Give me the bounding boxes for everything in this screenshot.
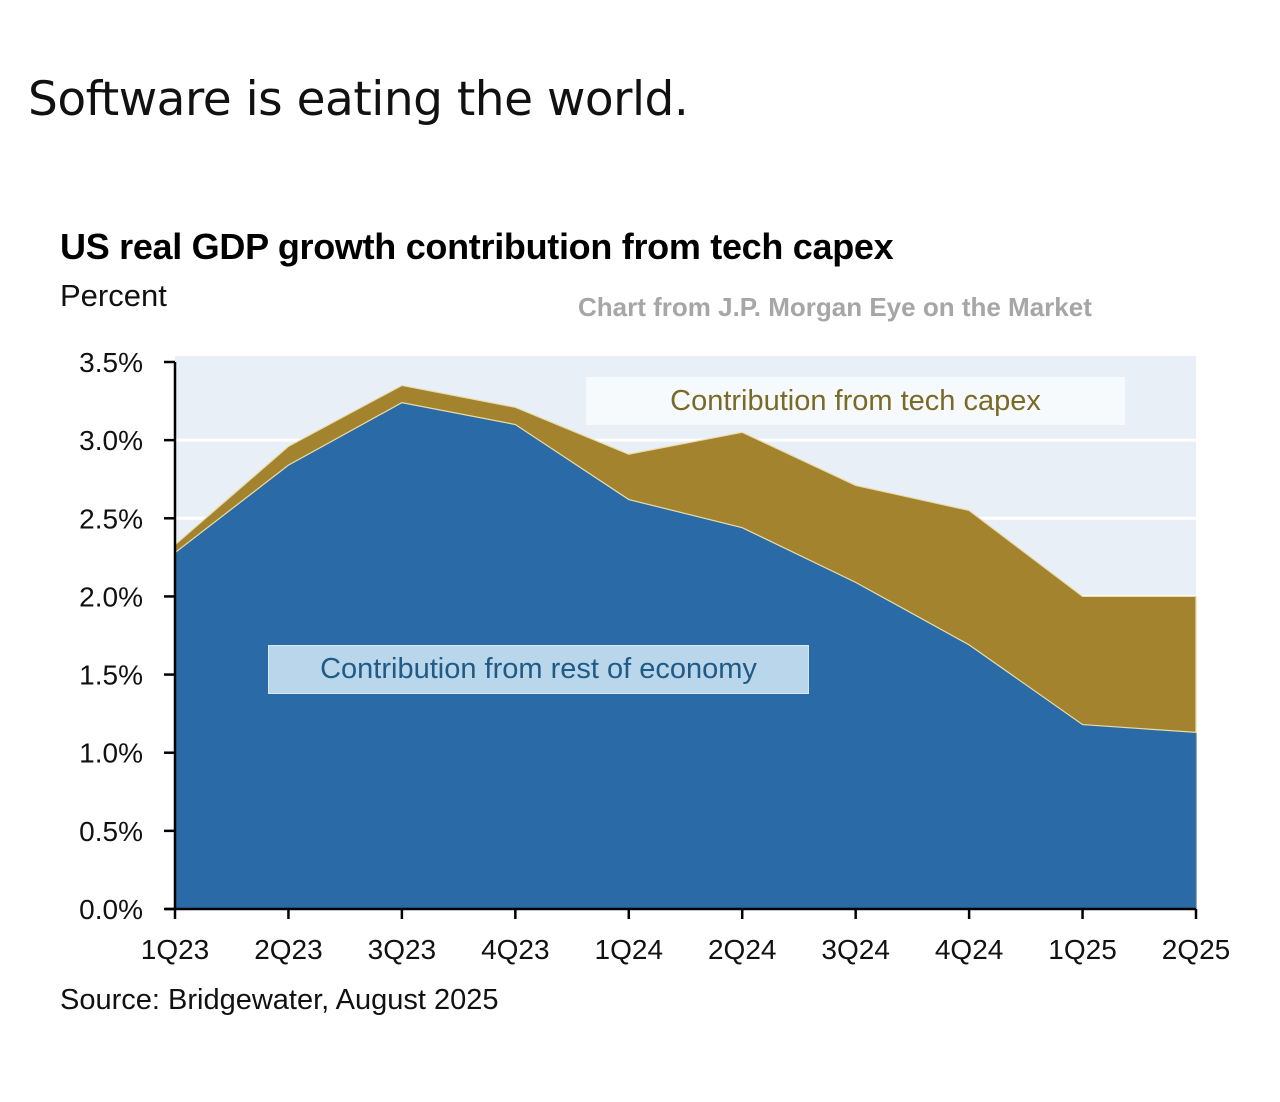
chart-source: Source: Bridgewater, August 2025 <box>60 984 499 1016</box>
x-tick-label: 4Q23 <box>481 934 550 965</box>
x-tick-label: 1Q25 <box>1048 934 1117 965</box>
x-tick-label: 2Q24 <box>708 934 777 965</box>
chart-credit: Chart from J.P. Morgan Eye on the Market <box>578 292 1092 322</box>
x-tick-label: 4Q24 <box>935 934 1004 965</box>
y-tick-label: 1.5% <box>79 660 143 691</box>
x-tick-label: 1Q24 <box>595 934 664 965</box>
annotation-rest-of-economy: Contribution from rest of economy <box>268 645 809 694</box>
y-tick-label: 2.5% <box>79 503 143 534</box>
y-tick-label: 0.0% <box>79 894 143 925</box>
area-series-tech-capex <box>174 384 1197 734</box>
y-tick-label: 3.5% <box>79 347 143 378</box>
x-tick-label: 2Q23 <box>254 934 323 965</box>
post-text: Software is eating the world. <box>28 72 689 127</box>
y-tick-label: 3.0% <box>79 425 143 456</box>
x-tick-label: 3Q23 <box>368 934 437 965</box>
x-tick-label: 1Q23 <box>141 934 210 965</box>
y-tick-label: 2.0% <box>79 581 143 612</box>
annotation-tech-capex: Contribution from tech capex <box>586 377 1125 425</box>
chart-unit-label: Percent <box>60 278 167 313</box>
x-tick-label: 2Q25 <box>1162 934 1231 965</box>
x-tick-label: 3Q24 <box>821 934 890 965</box>
y-tick-label: 1.0% <box>79 738 143 769</box>
chart-title: US real GDP growth contribution from tec… <box>60 226 894 267</box>
y-tick-label: 0.5% <box>79 816 143 847</box>
